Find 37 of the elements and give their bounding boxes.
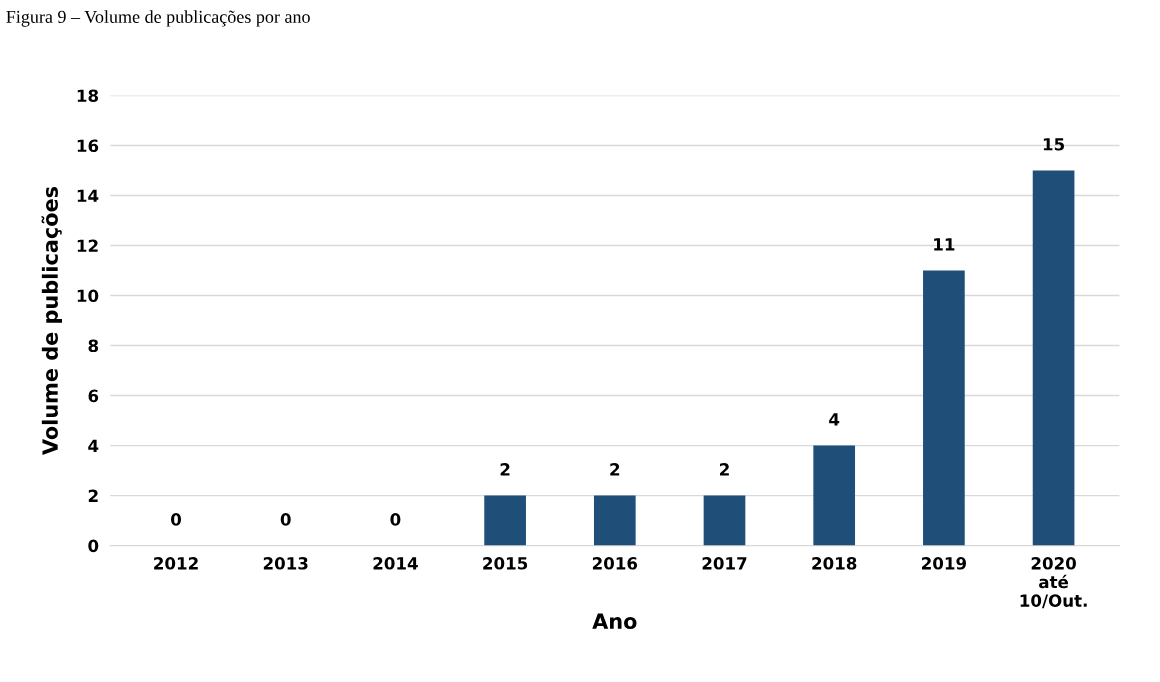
x-tick-label: 2018 <box>812 557 857 570</box>
y-axis-title: Volume de publicações <box>41 186 63 456</box>
x-tick-label: 2017 <box>702 557 747 570</box>
data-label: 0 <box>280 513 291 526</box>
y-tick-label: 16 <box>77 139 99 153</box>
data-label: 0 <box>390 513 401 526</box>
data-label: 2 <box>500 463 510 476</box>
data-label: 4 <box>829 413 840 426</box>
y-tick-label: 2 <box>88 489 98 502</box>
data-label: 2 <box>610 463 620 476</box>
bar <box>1032 170 1075 546</box>
y-tick-label: 10 <box>77 289 99 303</box>
x-tick-label: 2016 <box>592 557 638 570</box>
y-tick-label: 12 <box>77 239 98 252</box>
data-label: 11 <box>934 238 955 251</box>
x-tick-label: 2012 <box>154 557 198 570</box>
data-label: 0 <box>171 513 182 526</box>
bar <box>484 495 526 546</box>
chart-title: Figura 9 – Volume de publicações por ano <box>6 10 310 27</box>
bar <box>593 495 636 546</box>
x-tick-label: 2014 <box>373 557 418 570</box>
x-tick-label: 2013 <box>263 557 308 570</box>
y-tick-label: 4 <box>88 439 99 452</box>
data-label: 15 <box>1043 138 1065 151</box>
y-tick-label: 18 <box>77 89 99 103</box>
x-tick-label: 2015 <box>483 557 528 570</box>
data-label: 2 <box>720 463 729 476</box>
y-tick-label: 8 <box>88 339 99 353</box>
x-tick-label: 2020 até 10/Out. <box>1020 557 1087 609</box>
y-tick-label: 6 <box>88 389 99 403</box>
y-tick-label: 14 <box>77 189 99 202</box>
bar <box>813 445 856 546</box>
x-axis-title: Ano <box>592 613 637 630</box>
bar <box>703 495 746 546</box>
bar <box>923 270 965 546</box>
y-tick-label: 0 <box>88 539 99 553</box>
x-tick-label: 2019 <box>922 557 967 570</box>
